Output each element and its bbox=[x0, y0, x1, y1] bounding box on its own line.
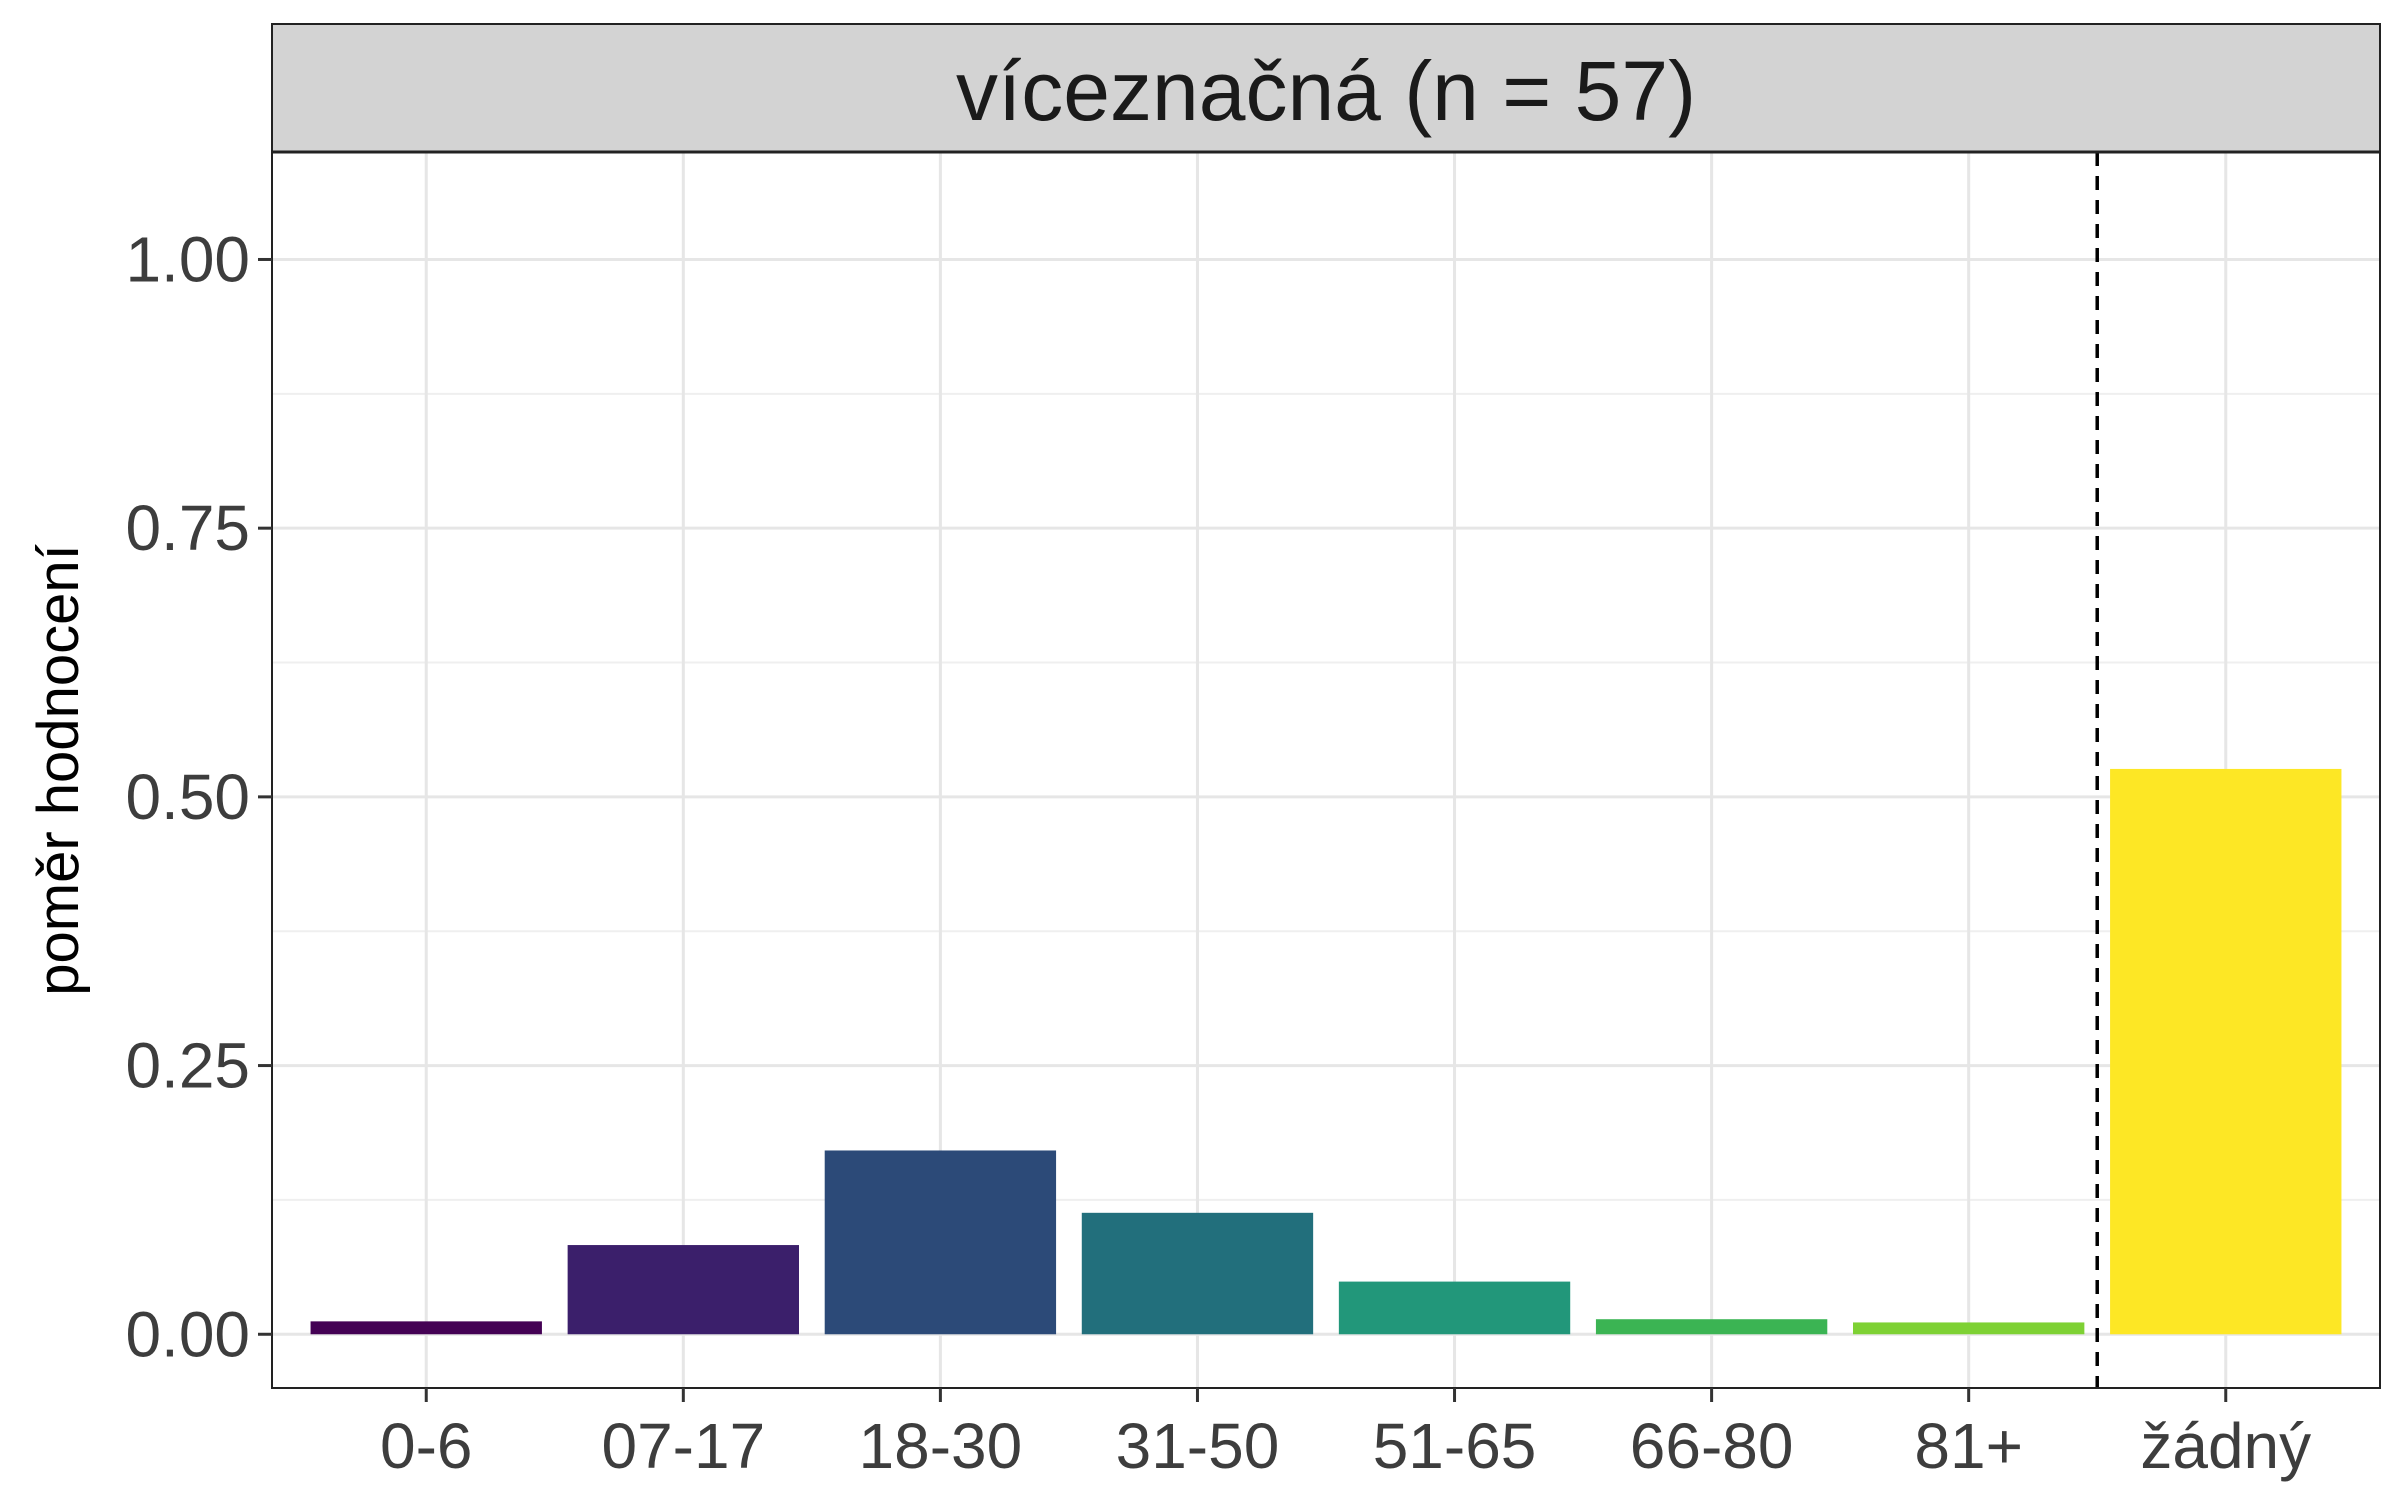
x-tick-label: 07-17 bbox=[601, 1410, 765, 1482]
x-tick-label: žádný bbox=[2140, 1410, 2311, 1482]
x-tick-label: 0-6 bbox=[380, 1410, 473, 1482]
y-tick-label: 1.00 bbox=[125, 223, 250, 295]
grid-lines bbox=[272, 152, 2380, 1388]
y-tick-label: 0.00 bbox=[125, 1298, 250, 1370]
x-tick-label: 31-50 bbox=[1116, 1410, 1280, 1482]
bar-07-17 bbox=[567, 1245, 799, 1335]
x-tick-label: 51-65 bbox=[1373, 1410, 1537, 1482]
bars bbox=[310, 768, 2342, 1335]
x-axis: 0-6 07-17 18-30 31-50 51-65 66-80 81+ žádný bbox=[380, 1388, 2311, 1482]
bar-66-80 bbox=[1595, 1319, 1828, 1335]
facet-strip bbox=[271, 23, 2381, 153]
bar-81+ bbox=[1853, 1322, 2085, 1335]
bar-18-30 bbox=[824, 1150, 1057, 1335]
y-axis: 0.00 0.25 0.50 0.75 1.00 bbox=[125, 223, 272, 1370]
bar-0-6 bbox=[310, 1321, 542, 1335]
y-axis-title: poměr hodnocení bbox=[26, 544, 91, 995]
x-tick-label: 66-80 bbox=[1630, 1410, 1794, 1482]
plot-panel bbox=[272, 152, 2380, 1388]
facet-title: víceznačná (n = 57) bbox=[956, 44, 1696, 138]
y-tick-label: 0.75 bbox=[125, 492, 250, 564]
y-tick-label: 0.25 bbox=[125, 1030, 250, 1102]
bar-51-65 bbox=[1338, 1281, 1571, 1335]
bar-žádný bbox=[2110, 768, 2342, 1335]
x-tick-label: 18-30 bbox=[859, 1410, 1023, 1482]
y-tick-label: 0.50 bbox=[125, 761, 250, 833]
bar-31-50 bbox=[1081, 1212, 1314, 1335]
x-tick-label: 81+ bbox=[1914, 1410, 2023, 1482]
